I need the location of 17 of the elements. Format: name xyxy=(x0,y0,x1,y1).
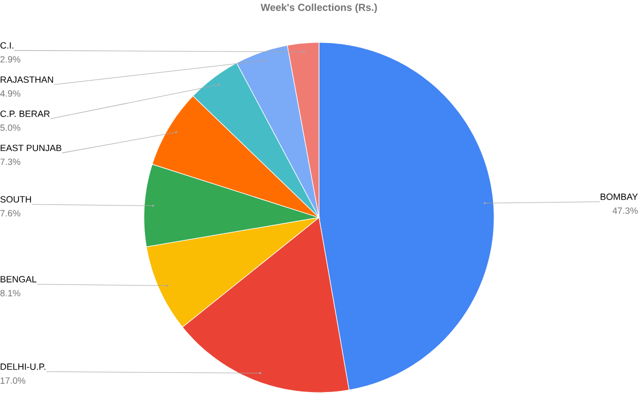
data-label: 4.9% xyxy=(0,90,20,97)
slice-label: SOUTH xyxy=(0,196,31,203)
data-label: 7.6% xyxy=(0,210,20,216)
slice-label: C.P. BERAR xyxy=(0,110,50,118)
data-label: 8.1% xyxy=(0,290,20,296)
data-label: 7.3% xyxy=(0,158,20,166)
slice-label: DELHI-U.P. xyxy=(0,364,46,370)
slice-label: EAST PUNJAB xyxy=(0,144,62,152)
slice-label: BOMBAY xyxy=(600,194,638,200)
data-label: 5.0% xyxy=(0,124,20,131)
chart-title: Week's Collections (Rs.) xyxy=(260,4,377,14)
slice-label: RAJASTHAN xyxy=(0,76,54,83)
data-label: 17.0% xyxy=(0,377,26,384)
slice-label: BENGAL xyxy=(0,276,36,282)
data-label: 2.9% xyxy=(0,56,20,63)
slice-label: C.I. xyxy=(0,42,14,49)
data-label: 47.3% xyxy=(612,207,638,214)
